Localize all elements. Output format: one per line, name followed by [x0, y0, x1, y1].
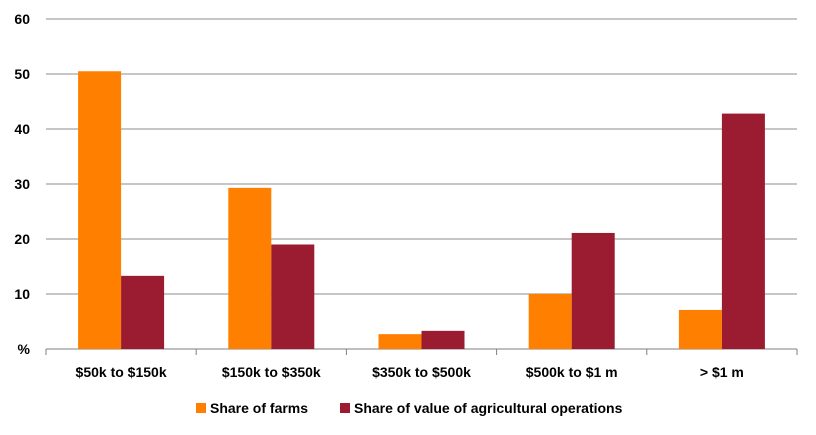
- bar-share-of-farms-3: [528, 294, 572, 349]
- x-category-label: $500k to $1 m: [526, 364, 618, 380]
- legend-label: Share of farms: [210, 400, 308, 416]
- y-tick-label: %: [18, 341, 31, 357]
- bar-share-of-farms-1: [228, 187, 272, 349]
- x-category-label: $50k to $150k: [76, 364, 167, 380]
- bar-share-of-farms-2: [378, 334, 422, 349]
- y-tick-label: 30: [14, 176, 30, 192]
- bar-share-of-value-3: [571, 232, 615, 349]
- y-tick-label: 50: [14, 66, 30, 82]
- bar-share-of-value-1: [271, 244, 315, 349]
- legend: Share of farms Share of value of agricult…: [196, 400, 623, 416]
- legend-swatch: [196, 403, 206, 413]
- y-tick-label: 40: [14, 121, 30, 137]
- y-tick-label: 60: [14, 11, 30, 27]
- bar-share-of-farms-0: [78, 71, 122, 349]
- grid-lines: [46, 18, 797, 350]
- legend-label: Share of value of agricultural operation…: [354, 400, 623, 416]
- bar-share-of-value-2: [421, 330, 465, 349]
- x-category-label: > $1 m: [700, 364, 744, 380]
- bar-share-of-value-4: [721, 113, 765, 349]
- y-tick-label: 10: [14, 286, 30, 302]
- y-tick-label: 20: [14, 231, 30, 247]
- bar-share-of-farms-4: [678, 309, 722, 349]
- y-axis-ticks: % 10 20 30 40 50 60: [14, 11, 30, 357]
- x-category-label: $350k to $500k: [372, 364, 471, 380]
- x-axis: $50k to $150k $150k to $350k $350k to $500…: [45, 349, 798, 380]
- legend-swatch: [340, 403, 350, 413]
- bar-share-of-value-0: [121, 275, 165, 349]
- x-category-label: $150k to $350k: [222, 364, 321, 380]
- bars: [78, 71, 765, 349]
